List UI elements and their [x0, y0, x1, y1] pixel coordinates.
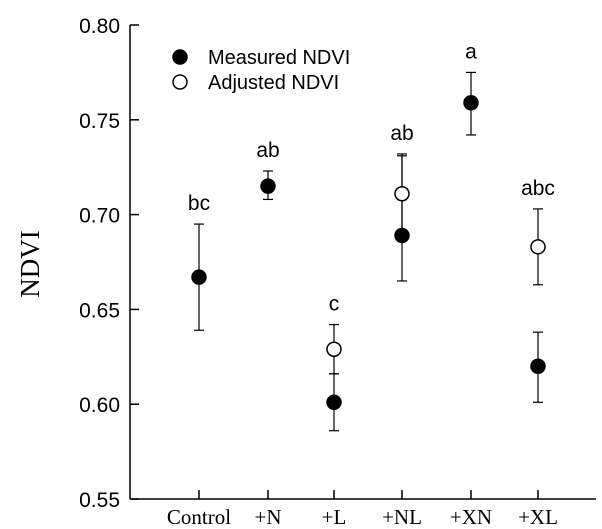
y-tick-label: 0.80	[79, 15, 120, 38]
significance-letter: bc	[188, 192, 210, 215]
legend-adjusted-marker	[172, 74, 188, 90]
legend: Measured NDVI Adjusted NDVI	[172, 47, 350, 94]
measured-ndvi-point	[326, 394, 342, 411]
x-tick-label: +NL	[382, 505, 422, 529]
axes: 0.55 0.60 0.65 0.70 0.75 0.80 Control +N +L +NL +X…	[79, 15, 596, 529]
significance-letter: ab	[256, 139, 279, 162]
y-tick-label: 0.75	[79, 110, 120, 133]
measured-ndvi-point	[463, 94, 479, 111]
adjusted-ndvi-point	[530, 239, 546, 255]
legend-measured-label: Measured NDVI	[208, 47, 350, 69]
y-tick-label: 0.70	[79, 205, 120, 228]
significance-letter: a	[465, 40, 477, 63]
y-tick-label: 0.65	[79, 299, 120, 322]
legend-measured-marker	[172, 49, 188, 65]
measured-ndvi-point	[191, 269, 207, 285]
adjusted-ndvi-point	[394, 185, 410, 202]
measured-ndvi-point	[394, 227, 410, 244]
measured-ndvi-point	[260, 178, 276, 194]
x-tick-label: +XN	[450, 505, 492, 529]
y-tick-label: 0.60	[79, 394, 120, 417]
measured-ndvi-point	[530, 358, 546, 375]
significance-letter: abc	[521, 177, 555, 200]
x-tick-label: +XL	[518, 505, 558, 529]
x-tick-label: Control	[167, 505, 231, 529]
y-axis-title: NDVI	[15, 230, 45, 298]
x-tick-label: +N	[254, 505, 281, 529]
error-bars	[194, 71, 543, 432]
data-points	[191, 94, 546, 411]
significance-letter: ab	[390, 122, 413, 145]
legend-adjusted-label: Adjusted NDVI	[208, 72, 339, 94]
x-tick-label: +L	[322, 505, 347, 529]
y-tick-label: 0.55	[79, 489, 120, 512]
adjusted-ndvi-point	[326, 341, 342, 357]
significance-letter: c	[329, 293, 340, 316]
